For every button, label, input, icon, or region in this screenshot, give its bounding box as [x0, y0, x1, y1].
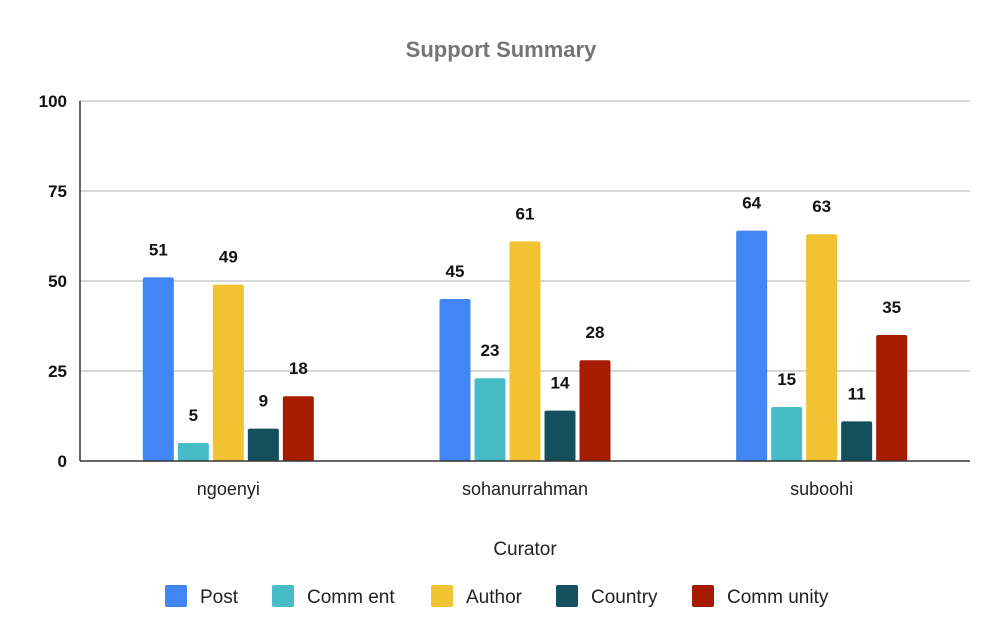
x-tick-label: sohanurrahman [462, 479, 588, 499]
legend-swatch [556, 585, 578, 607]
y-tick-label: 75 [48, 182, 67, 201]
bar [544, 410, 576, 461]
data-label: 11 [848, 384, 866, 403]
data-label: 35 [882, 298, 901, 317]
y-tick-label: 100 [39, 92, 67, 111]
bar [439, 299, 471, 461]
data-label: 5 [189, 406, 198, 425]
legend-swatch [692, 585, 714, 607]
bar [247, 428, 279, 461]
bar [806, 234, 838, 461]
x-axis-ticks: ngoenyi sohanurrahman suboohi [197, 479, 853, 499]
x-axis-title: Curator [493, 539, 557, 560]
data-label: 18 [289, 359, 308, 378]
y-tick-label: 25 [48, 362, 67, 381]
legend-label: Country [591, 587, 658, 608]
legend: Post Comm ent Author Country Comm unity [165, 585, 829, 608]
data-label: 9 [259, 392, 268, 411]
y-tick-label: 0 [58, 452, 67, 471]
data-label: 61 [516, 204, 535, 223]
data-label: 28 [586, 323, 605, 342]
legend-item: Post [165, 585, 239, 608]
bars [142, 230, 908, 461]
data-label: 51 [149, 240, 168, 259]
bar [579, 360, 611, 461]
legend-label: Author [466, 587, 523, 608]
data-label: 15 [777, 370, 796, 389]
data-labels: 51 5 49 9 18 45 23 61 14 28 64 15 63 11 35 [149, 194, 901, 425]
legend-item: Comm unity [692, 585, 829, 608]
legend-item: Comm ent [272, 585, 395, 608]
legend-item: Country [556, 585, 658, 608]
data-label: 14 [551, 374, 570, 393]
bar [771, 407, 803, 461]
legend-label: Comm unity [727, 587, 829, 608]
bar [876, 335, 908, 461]
data-label: 63 [812, 197, 831, 216]
bar [212, 284, 244, 461]
y-axis-ticks: 0 25 50 75 100 [39, 92, 67, 471]
legend-swatch [431, 585, 453, 607]
x-tick-label: suboohi [790, 479, 853, 499]
data-label: 45 [446, 262, 465, 281]
data-label: 23 [481, 341, 500, 360]
bar [282, 396, 314, 461]
data-label: 49 [219, 248, 238, 267]
bar [841, 421, 873, 461]
bar [142, 277, 174, 461]
bar [177, 443, 209, 461]
legend-label: Post [200, 587, 239, 608]
y-tick-label: 50 [48, 272, 67, 291]
x-tick-label: ngoenyi [197, 479, 260, 499]
bar [736, 230, 768, 461]
bar [509, 241, 541, 461]
chart-title: Support Summary [406, 37, 597, 62]
data-label: 64 [742, 194, 761, 213]
legend-label: Comm ent [307, 587, 395, 608]
legend-swatch [272, 585, 294, 607]
legend-swatch [165, 585, 187, 607]
bar [474, 378, 506, 461]
legend-item: Author [431, 585, 523, 608]
axes [79, 101, 970, 462]
